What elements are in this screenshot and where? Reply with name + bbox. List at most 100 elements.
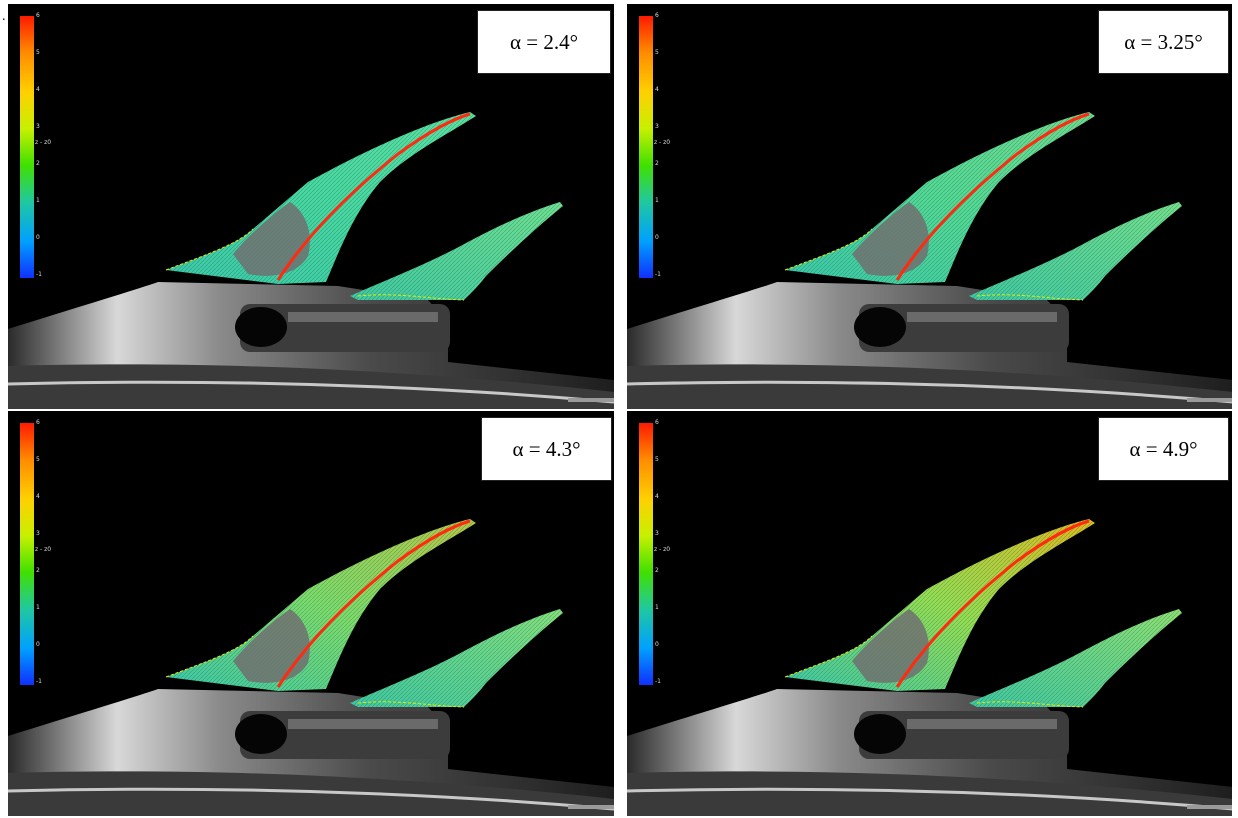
secondary-wing-mesh bbox=[969, 609, 1182, 707]
nacelle-highlight bbox=[288, 312, 438, 322]
lower-fuselage bbox=[8, 364, 614, 409]
wing-deformation-panel-4: 6 5 4 3 2 1 0 -1 z - z0 α = 4.9° bbox=[627, 411, 1232, 816]
wing-scene bbox=[627, 112, 1232, 409]
colorbar-tick-label: 5 bbox=[36, 456, 40, 463]
colorbar-tick-label: 3 bbox=[655, 530, 659, 537]
lower-fuselage bbox=[627, 364, 1232, 409]
colorbar-tick-label: 1 bbox=[36, 604, 40, 611]
marker-line bbox=[276, 112, 471, 281]
boundary-edge bbox=[784, 228, 873, 271]
secondary-wing-mesh bbox=[969, 202, 1182, 300]
main-wing-mesh bbox=[166, 519, 476, 691]
colorbar-ticks: 6 5 4 3 2 1 0 -1 bbox=[655, 419, 679, 691]
rail bbox=[568, 805, 614, 809]
wing-deformation-panel-3: 6 5 4 3 2 1 0 -1 z - z0 α = 4.3° bbox=[8, 411, 614, 816]
stray-mark: . bbox=[2, 9, 6, 24]
fuselage-highlight bbox=[627, 380, 1232, 404]
colorbar-tick-label: 6 bbox=[36, 12, 40, 19]
colorbar-title: z - z0 bbox=[654, 546, 671, 553]
colorbar-tick-label: -1 bbox=[36, 678, 42, 685]
colorbar-tick-label: 4 bbox=[36, 493, 40, 500]
rail bbox=[1187, 398, 1232, 402]
secondary-boundary bbox=[976, 294, 1084, 301]
lower-fuselage bbox=[8, 771, 614, 816]
engine-intake bbox=[235, 307, 287, 347]
main-wing-mesh bbox=[785, 112, 1095, 284]
boundary-edge bbox=[165, 228, 254, 271]
main-wing-mesh bbox=[166, 112, 476, 284]
engine-intake bbox=[854, 714, 906, 754]
colorbar-tick-label: 0 bbox=[655, 641, 659, 648]
colorbar-tick-label: 1 bbox=[655, 197, 659, 204]
colorbar-tick-label: 0 bbox=[36, 641, 40, 648]
fuselage-highlight bbox=[627, 787, 1232, 811]
colorbar-title: z - z0 bbox=[654, 139, 671, 146]
wing-deformation-panel-1: 6 5 4 3 2 1 0 -1 z - z0 α = 2.4° bbox=[8, 4, 614, 409]
colorbar bbox=[639, 16, 653, 278]
colorbar-tick-label: 5 bbox=[36, 49, 40, 56]
colorbar-tick-label: -1 bbox=[655, 678, 661, 685]
colorbar bbox=[639, 423, 653, 685]
colorbar-tick-label: 4 bbox=[655, 493, 659, 500]
colorbar-title: z - z0 bbox=[35, 546, 52, 553]
colorbar-tick-label: -1 bbox=[36, 271, 42, 278]
unmeasured-region bbox=[852, 202, 929, 276]
colorbar-tick-label: 5 bbox=[655, 49, 659, 56]
nacelle-highlight bbox=[907, 312, 1057, 322]
wing-scene bbox=[8, 112, 614, 409]
unmeasured-region bbox=[852, 609, 929, 683]
colorbar-tick-label: 5 bbox=[655, 456, 659, 463]
marker-line bbox=[276, 519, 471, 688]
colorbar-tick-label: 1 bbox=[36, 197, 40, 204]
colorbar-tick-label: 6 bbox=[655, 419, 659, 426]
angle-of-attack-label: α = 2.4° bbox=[477, 10, 611, 74]
secondary-boundary bbox=[976, 701, 1084, 708]
nacelle-highlight bbox=[288, 719, 438, 729]
colorbar-tick-label: 2 bbox=[36, 160, 40, 167]
colorbar-tick-label: 0 bbox=[655, 234, 659, 241]
angle-of-attack-label: α = 4.9° bbox=[1098, 417, 1229, 481]
colorbar-ticks: 6 5 4 3 2 1 0 -1 bbox=[36, 12, 60, 284]
engine-intake bbox=[854, 307, 906, 347]
nacelle-highlight bbox=[907, 719, 1057, 729]
colorbar-tick-label: 6 bbox=[36, 419, 40, 426]
angle-of-attack-label: α = 3.25° bbox=[1098, 10, 1229, 74]
colorbar-tick-label: 4 bbox=[36, 86, 40, 93]
lower-fuselage bbox=[627, 771, 1232, 816]
unmeasured-region bbox=[233, 609, 310, 683]
colorbar-tick-label: 6 bbox=[655, 12, 659, 19]
wing-scene bbox=[8, 519, 614, 816]
unmeasured-region bbox=[233, 202, 310, 276]
rail bbox=[1187, 805, 1232, 809]
marker-line bbox=[895, 112, 1090, 281]
rail bbox=[568, 398, 614, 402]
wing-scene bbox=[627, 519, 1232, 816]
secondary-wing-mesh bbox=[350, 609, 563, 707]
secondary-boundary bbox=[357, 701, 465, 708]
colorbar-tick-label: 3 bbox=[36, 530, 40, 537]
engine-intake bbox=[235, 714, 287, 754]
colorbar-tick-label: 2 bbox=[655, 160, 659, 167]
colorbar-ticks: 6 5 4 3 2 1 0 -1 bbox=[36, 419, 60, 691]
fuselage-highlight bbox=[8, 787, 614, 811]
colorbar-tick-label: 1 bbox=[655, 604, 659, 611]
colorbar bbox=[20, 423, 34, 685]
fuselage-highlight bbox=[8, 380, 614, 404]
colorbar-ticks: 6 5 4 3 2 1 0 -1 bbox=[655, 12, 679, 284]
wing-deformation-panel-2: 6 5 4 3 2 1 0 -1 z - z0 α = 3.25° bbox=[627, 4, 1232, 409]
colorbar-title: z - z0 bbox=[35, 139, 52, 146]
boundary-edge bbox=[165, 635, 254, 678]
colorbar-tick-label: 2 bbox=[36, 567, 40, 574]
colorbar-tick-label: 2 bbox=[655, 567, 659, 574]
colorbar-tick-label: 4 bbox=[655, 86, 659, 93]
colorbar bbox=[20, 16, 34, 278]
marker-line bbox=[895, 519, 1090, 688]
colorbar-tick-label: 0 bbox=[36, 234, 40, 241]
secondary-wing-mesh bbox=[350, 202, 563, 300]
angle-of-attack-label: α = 4.3° bbox=[481, 417, 612, 481]
colorbar-tick-label: -1 bbox=[655, 271, 661, 278]
main-wing-mesh bbox=[785, 519, 1095, 691]
colorbar-tick-label: 3 bbox=[655, 123, 659, 130]
boundary-edge bbox=[784, 635, 873, 678]
secondary-boundary bbox=[357, 294, 465, 301]
